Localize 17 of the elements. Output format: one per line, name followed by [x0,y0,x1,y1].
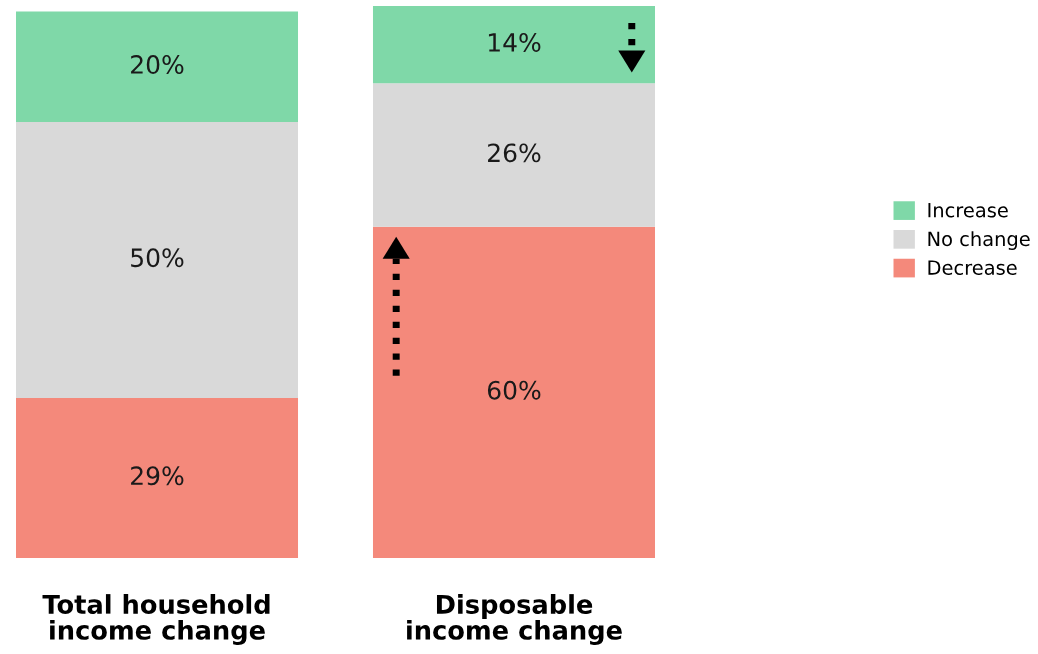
data-label: 50% [131,248,184,268]
bar [16,121,299,398]
x-tick-label: Disposable income change [407,594,622,646]
bar [372,6,655,84]
legend-label: Increase [928,203,1008,218]
data-label: 60% [487,380,541,400]
x-tick-label: Total household income change [42,594,270,646]
data-label: 20% [131,55,184,74]
legend-label: Decrease [928,260,1017,275]
bar [372,83,655,227]
bar [372,226,655,558]
bar [16,11,299,122]
legend-label: No change [928,231,1030,250]
data-label: 14% [488,32,541,52]
bar [16,397,299,558]
data-label: 26% [488,143,541,163]
data-label: 29% [131,466,184,486]
